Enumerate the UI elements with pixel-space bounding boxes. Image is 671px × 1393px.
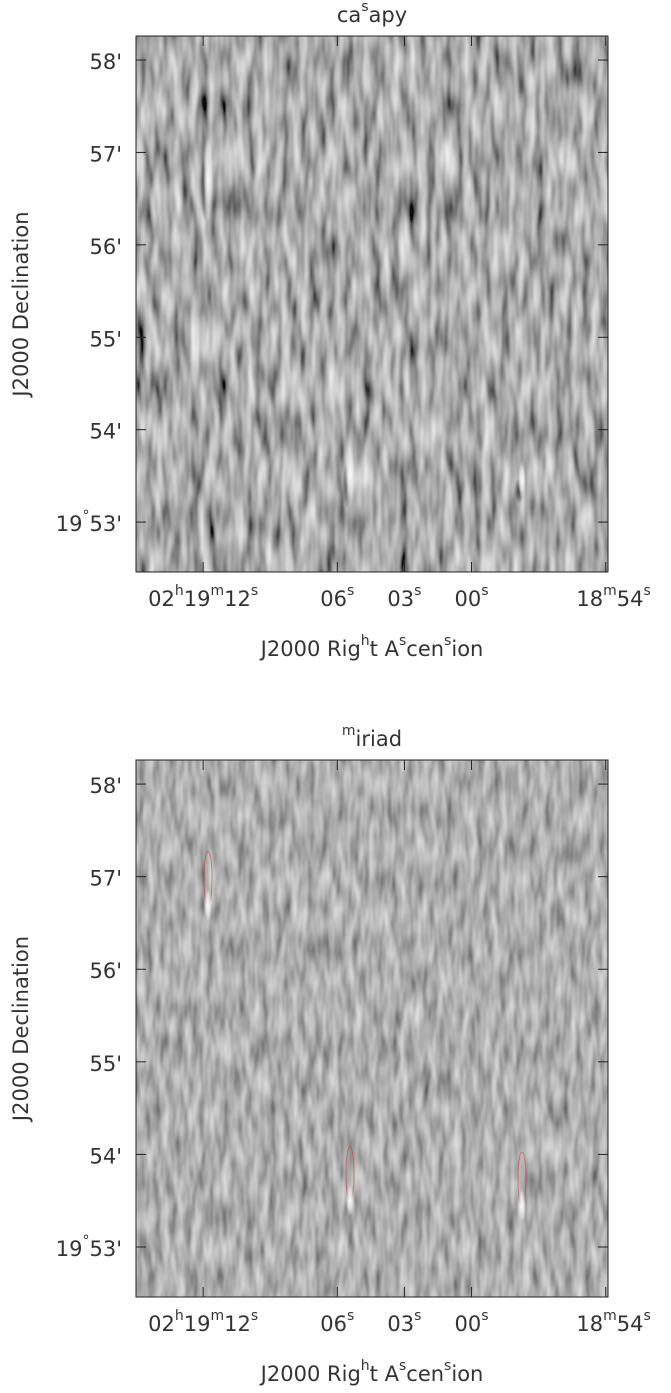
x-tick-label: 00s	[455, 583, 489, 611]
y-tick-label: 58'	[89, 774, 122, 798]
x-tick-label: 02h19m12s	[148, 583, 258, 611]
x-tick-label: 06s	[320, 1308, 354, 1336]
y-tick-label: 57'	[89, 867, 122, 891]
y-tick-label: 58'	[89, 50, 122, 74]
plot-frame	[135, 35, 609, 573]
panel: miriad 02h19m12s 06s 03s 00s 18m54s 19°53' 54' 5…	[9, 723, 651, 1386]
y-axis-label: J2000 Declination	[9, 936, 33, 1123]
chart-title: miriad	[342, 723, 402, 751]
x-tick-label: 00s	[455, 1308, 489, 1336]
x-tick-label: 18m54s	[576, 583, 650, 611]
source	[346, 1184, 354, 1217]
y-tick-label: 54'	[89, 420, 122, 444]
source	[518, 1189, 526, 1222]
image-texture	[136, 760, 608, 1297]
image-texture	[136, 36, 608, 572]
y-tick-label: 19°53'	[56, 1233, 122, 1261]
source	[203, 137, 213, 224]
source	[345, 443, 355, 508]
y-tick-label: 55'	[89, 1052, 122, 1076]
y-tick-label: 54'	[89, 1144, 122, 1168]
y-tick-label: 55'	[89, 327, 122, 351]
x-axis-label: J2000 Right Ascension	[259, 633, 484, 661]
x-tick-label: 18m54s	[576, 1308, 650, 1336]
panel: casapy 02h19m12s 06s 03s 00s 18m54s 19°53' 54' 5…	[9, 0, 651, 661]
plot-frame	[135, 759, 609, 1298]
source	[204, 888, 212, 922]
y-tick-label: 57'	[89, 142, 122, 166]
x-tick-label: 03s	[387, 1308, 421, 1336]
y-tick-label: 56'	[89, 235, 122, 259]
x-axis-label: J2000 Right Ascension	[259, 1358, 484, 1386]
y-axis-label: J2000 Declination	[9, 211, 33, 398]
y-tick-label: 19°53'	[56, 508, 122, 536]
source	[518, 462, 526, 500]
x-tick-label: 03s	[387, 583, 421, 611]
x-tick-label: 06s	[320, 583, 354, 611]
chart-title: casapy	[337, 0, 407, 27]
y-tick-label: 56'	[89, 959, 122, 983]
x-tick-label: 02h19m12s	[148, 1308, 258, 1336]
